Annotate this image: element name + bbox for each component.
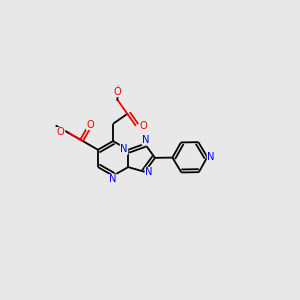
Text: N: N — [207, 152, 215, 162]
Text: N: N — [142, 135, 150, 145]
Text: N: N — [145, 167, 153, 177]
Text: N: N — [109, 175, 117, 184]
Text: N: N — [120, 144, 128, 154]
Text: O: O — [57, 128, 65, 137]
Text: O: O — [140, 121, 147, 131]
Text: O: O — [113, 87, 121, 97]
Text: O: O — [86, 120, 94, 130]
